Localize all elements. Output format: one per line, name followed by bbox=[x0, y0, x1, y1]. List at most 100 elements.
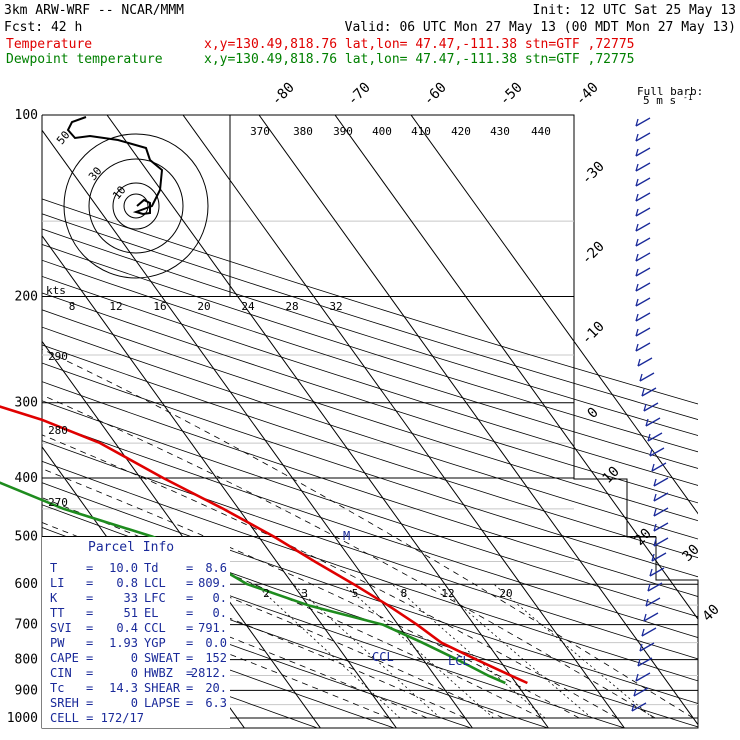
wind-barb bbox=[645, 597, 661, 607]
wind-barb-flag bbox=[631, 703, 635, 712]
wind-barb-flag bbox=[635, 223, 639, 232]
parcel-key: PW bbox=[50, 636, 65, 650]
hodograph-speed-label: 20 bbox=[197, 300, 210, 313]
hodograph-speed-label: 8 bbox=[69, 300, 76, 313]
isotherm bbox=[258, 115, 698, 726]
pressure-label: 500 bbox=[15, 529, 38, 544]
parcel-value: 0.0 bbox=[205, 636, 227, 650]
parcel-value: 0 bbox=[131, 696, 138, 710]
parcel-value: 791. bbox=[198, 621, 227, 635]
theta-label: 440 bbox=[531, 125, 551, 138]
isotherm-label: -70 bbox=[345, 80, 374, 109]
parcel-key: LFC bbox=[144, 591, 166, 605]
sounding-series bbox=[0, 405, 528, 685]
theta-label: 280 bbox=[48, 424, 68, 437]
dry-adiabat bbox=[42, 309, 698, 522]
moist-adiabat bbox=[42, 543, 466, 719]
wind-barb-flag bbox=[635, 133, 639, 142]
wind-barb-flag bbox=[635, 148, 639, 157]
wind-barb-flag bbox=[635, 238, 639, 247]
wind-barb bbox=[639, 372, 655, 382]
parcel-key: SWEAT bbox=[144, 651, 180, 665]
wind-barb bbox=[635, 192, 651, 202]
wind-barb-flag bbox=[651, 463, 655, 472]
theta-label: 410 bbox=[411, 125, 431, 138]
dry-adiabat bbox=[42, 292, 698, 504]
wind-barb-flag bbox=[637, 358, 641, 367]
wind-barb bbox=[647, 582, 663, 592]
parcel-eq: = bbox=[186, 561, 193, 575]
parcel-key: K bbox=[50, 591, 58, 605]
wind-barb bbox=[635, 297, 651, 307]
parcel-key: SVI bbox=[50, 621, 72, 635]
pressure-label: 700 bbox=[15, 618, 38, 633]
parcel-value: 14.3 bbox=[109, 681, 138, 695]
isotherm bbox=[42, 129, 474, 728]
dry-adiabat bbox=[42, 400, 698, 618]
dewpoint-legend: Dewpoint temperature bbox=[6, 52, 163, 67]
wind-barb-flag bbox=[635, 283, 639, 292]
hodograph-ring bbox=[112, 182, 160, 230]
wind-barb bbox=[635, 672, 651, 682]
isotherm bbox=[106, 115, 550, 728]
isotherm-label: 40 bbox=[700, 602, 723, 625]
marker-lcl: LCL bbox=[448, 654, 470, 668]
parcel-eq: = bbox=[186, 681, 193, 695]
theta-label: 370 bbox=[250, 125, 270, 138]
wind-barb bbox=[651, 462, 667, 472]
isotherm-label: -50 bbox=[497, 80, 526, 109]
dry-adiabat bbox=[42, 419, 698, 638]
wind-barb bbox=[635, 327, 651, 337]
dry-adiabat bbox=[42, 574, 473, 728]
parcel-value: 152 bbox=[205, 651, 227, 665]
wind-barb-flag bbox=[639, 373, 643, 382]
wind-barb bbox=[635, 147, 651, 157]
init-time: Init: 12 UTC Sat 25 May 13 bbox=[533, 3, 737, 18]
wind-barb bbox=[653, 492, 669, 502]
hodograph-ring bbox=[123, 193, 149, 219]
parcel-eq: = bbox=[86, 576, 93, 590]
parcel-value: 0 bbox=[131, 651, 138, 665]
pressure-label: 200 bbox=[15, 290, 38, 305]
isotherm bbox=[334, 115, 698, 620]
parcel-info-box: Parcel Info CELL = 172/17 T = 10.0 Td = 8.6 LI… bbox=[42, 537, 230, 728]
parcel-info-title: Parcel Info bbox=[88, 540, 174, 555]
pressure-label: 100 bbox=[15, 108, 38, 123]
forecast-hour: Fcst: 42 h bbox=[4, 20, 82, 35]
isotherm-label: -80 bbox=[269, 80, 298, 109]
parcel-value: 20. bbox=[205, 681, 227, 695]
parcel-key: LI bbox=[50, 576, 64, 590]
theta-label: 390 bbox=[333, 125, 353, 138]
wind-barb bbox=[635, 237, 651, 247]
wind-barb bbox=[635, 282, 651, 292]
mixing-ratio-line bbox=[392, 583, 546, 719]
theta-label: 400 bbox=[372, 125, 392, 138]
wind-barb-flag bbox=[635, 673, 639, 682]
parcel-value: 0 bbox=[131, 666, 138, 680]
theta-label: 430 bbox=[490, 125, 510, 138]
wind-barb bbox=[643, 402, 659, 412]
parcel-key: LAPSE bbox=[144, 696, 180, 710]
isotherm-label: 20 bbox=[632, 526, 655, 549]
parcel-eq: = bbox=[86, 681, 93, 695]
parcel-key: SREH bbox=[50, 696, 79, 710]
parcel-eq: = bbox=[86, 636, 93, 650]
wind-barb bbox=[635, 222, 651, 232]
wind-barb bbox=[635, 342, 651, 352]
isotherm bbox=[182, 115, 626, 728]
mixing-ratio-label: 12 bbox=[441, 587, 454, 600]
wind-barb-flag bbox=[651, 553, 655, 562]
wind-barb bbox=[653, 477, 669, 487]
wind-barb-flag bbox=[635, 193, 639, 202]
wind-barb-flag bbox=[633, 688, 637, 697]
pressure-label: 1000 bbox=[7, 711, 38, 726]
barb-legend-line2: 5 m s bbox=[643, 94, 676, 107]
wind-barb-flag bbox=[635, 118, 639, 127]
wind-barb bbox=[653, 537, 669, 547]
hodograph-unit: kts bbox=[46, 284, 66, 297]
parcel-key: EL bbox=[144, 606, 158, 620]
parcel-value: 0. bbox=[213, 591, 227, 605]
barb-legend-exponent: -1 bbox=[683, 93, 693, 102]
mixing-ratio-label: 20 bbox=[499, 587, 512, 600]
